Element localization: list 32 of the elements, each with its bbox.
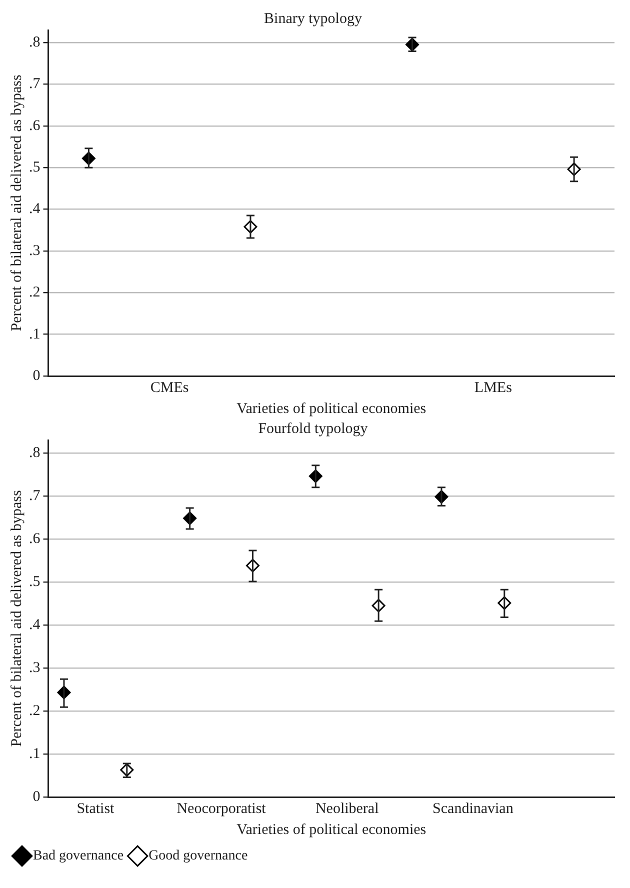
y-tick-label: .5 <box>29 160 40 176</box>
chart-title: Fourfold typology <box>258 420 368 437</box>
x-tick-label: Neoliberal <box>315 800 379 817</box>
x-axis-title: Varieties of political economies <box>236 822 426 838</box>
y-tick-label: .8 <box>29 34 40 50</box>
y-tick-label: .3 <box>29 242 40 259</box>
y-tick-label: .2 <box>29 702 40 719</box>
y-tick-label: .1 <box>29 326 40 342</box>
x-tick-label: Statist <box>76 800 116 817</box>
legend-label: Good governance <box>148 848 248 864</box>
y-axis-title: Percent of bilateral aid delivered as bypass <box>8 490 25 747</box>
y-tick-label: 0 <box>32 368 40 384</box>
y-tick-label: .4 <box>29 616 41 633</box>
x-tick-label: Scandinavian <box>432 800 514 817</box>
x-tick-label: CMEs <box>150 380 189 396</box>
x-tick-label: Neocorporatist <box>176 800 267 817</box>
y-tick-label: .2 <box>29 284 40 301</box>
chart-title: Binary typology <box>264 10 362 27</box>
y-tick-label: .6 <box>29 118 41 134</box>
y-tick-label: .7 <box>29 76 41 92</box>
y-tick-label: .5 <box>29 574 40 590</box>
y-tick-label: .3 <box>29 660 40 676</box>
y-tick-label: .7 <box>29 488 41 504</box>
legend-label: Bad governance <box>33 848 124 864</box>
y-axis-title: Percent of bilateral aid delivered as bypass <box>8 74 25 332</box>
y-tick-label: .6 <box>29 530 41 547</box>
y-tick-label: 0 <box>32 788 40 805</box>
y-tick-label: .8 <box>29 444 40 461</box>
y-tick-label: .1 <box>29 746 40 762</box>
y-tick-label: .4 <box>29 201 41 218</box>
x-axis-title: Varieties of political economies <box>236 400 426 417</box>
x-tick-label: LMEs <box>474 380 512 396</box>
